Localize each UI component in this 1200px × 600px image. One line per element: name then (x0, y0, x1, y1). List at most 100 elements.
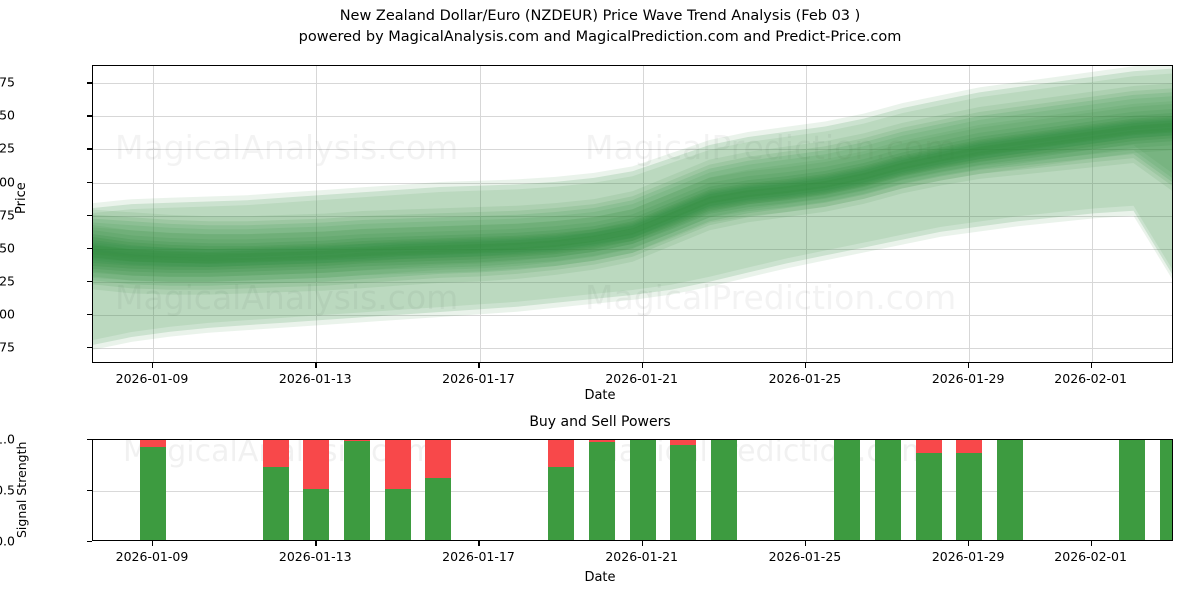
wave-band (93, 66, 1172, 340)
signal-tick-label: 0.0 (0, 533, 15, 549)
gridline-horizontal (93, 315, 1172, 316)
gridline-vertical (479, 66, 481, 362)
date-tick-label-sub: 2026-01-25 (768, 549, 842, 564)
date-tick-label-main: 2026-01-25 (768, 371, 842, 386)
buy-power-segment (956, 453, 983, 540)
sell-power-segment (303, 440, 330, 489)
signal-bar[interactable] (303, 440, 330, 540)
wave-band (93, 73, 1172, 350)
gridline-vertical (153, 66, 154, 362)
signal-bar[interactable] (629, 440, 656, 540)
date-tick-mark-main (151, 363, 154, 368)
price-tick-label: 0.4975 (0, 207, 15, 223)
signal-tick-label: 1.0 (0, 431, 15, 447)
gridline-horizontal (93, 149, 1172, 151)
median-ribbon (93, 120, 1172, 259)
wave-band (93, 92, 1172, 286)
signal-bar[interactable] (833, 440, 860, 540)
buy-sell-plot-area: MagicalAnalysis.comMagicalPrediction.com (92, 439, 1173, 541)
buy-power-segment (1119, 440, 1146, 540)
buy-power-segment (262, 466, 289, 540)
date-tick-mark-sub (1090, 541, 1092, 546)
price-tick-label: 0.5050 (0, 107, 15, 123)
signal-bar[interactable] (915, 440, 942, 540)
buy-power-segment (670, 445, 697, 540)
chart-title-line1: New Zealand Dollar/Euro (NZDEUR) Price W… (339, 8, 861, 24)
date-tick-label-main: 2026-01-13 (278, 371, 352, 386)
sell-power-segment (384, 440, 411, 489)
signal-bar[interactable] (1159, 440, 1172, 540)
chart-title-line2: powered by MagicalAnalysis.com and Magic… (298, 29, 902, 45)
date-tick-label-sub: 2026-01-21 (605, 549, 679, 564)
price-tick-mark (87, 148, 92, 150)
price-tick-label: 0.4925 (0, 273, 15, 289)
price-tick-label: 0.4875 (0, 339, 15, 355)
buy-power-segment (833, 440, 860, 540)
signal-tick-mark (87, 439, 92, 441)
signal-bar[interactable] (996, 440, 1023, 540)
date-tick-label-sub: 2026-01-09 (115, 549, 189, 564)
sell-power-segment (670, 440, 697, 446)
price-tick-mark (87, 247, 92, 250)
date-tick-label-sub: 2026-01-13 (278, 549, 352, 564)
signal-bar[interactable] (670, 440, 697, 540)
sell-power-segment (589, 440, 616, 443)
sell-power-segment (425, 440, 452, 478)
signal-bar[interactable] (711, 440, 738, 540)
wave-band (93, 112, 1172, 267)
signal-bar[interactable] (425, 440, 452, 540)
sell-power-segment (262, 440, 289, 467)
buy-sell-chart-title: Buy and Sell Powers (529, 414, 671, 430)
wave-band (93, 127, 1172, 282)
gridline-vertical (1091, 66, 1093, 362)
gridline-horizontal (93, 182, 1172, 184)
signal-bar[interactable] (262, 440, 289, 540)
signal-bar[interactable] (589, 440, 616, 540)
price-tick-mark (87, 280, 92, 283)
gridline-horizontal (93, 83, 1172, 85)
sell-power-segment (343, 440, 370, 442)
date-tick-label-sub: 2026-02-01 (1054, 549, 1127, 564)
date-axis-label-sub: Date (584, 570, 616, 585)
buy-power-segment (303, 489, 330, 540)
date-tick-mark-main (478, 363, 480, 368)
signal-tick-mark (87, 541, 92, 543)
signal-tick-label: 0.5 (0, 482, 15, 498)
buy-power-segment (589, 442, 616, 540)
wave-band (93, 109, 1172, 263)
gridline-horizontal (93, 116, 1172, 118)
signal-bar[interactable] (874, 440, 901, 540)
buy-power-segment (140, 447, 166, 540)
sell-power-segment (140, 440, 166, 448)
sell-power-segment (956, 440, 983, 454)
signal-bar[interactable] (384, 440, 411, 540)
date-tick-label-sub: 2026-01-29 (931, 549, 1005, 564)
signal-bar[interactable] (548, 440, 575, 540)
gridline-horizontal (93, 248, 1172, 250)
date-tick-mark-sub (478, 541, 480, 546)
sell-power-segment (915, 440, 942, 454)
signal-bar[interactable] (343, 440, 370, 540)
date-tick-label-main: 2026-01-29 (931, 371, 1005, 386)
price-tick-mark (87, 313, 92, 316)
date-tick-label-main: 2026-02-01 (1054, 371, 1127, 386)
date-tick-mark-sub (641, 541, 643, 546)
median-ribbon (93, 117, 1172, 256)
price-axis-label: Price (14, 182, 29, 214)
gridline-vertical (805, 66, 807, 362)
date-tick-mark-sub (968, 541, 970, 546)
gridline-vertical (969, 66, 971, 362)
signal-bar[interactable] (1119, 440, 1146, 540)
price-tick-label: 0.4950 (0, 240, 15, 256)
wave-band (93, 104, 1172, 259)
signal-bar[interactable] (956, 440, 983, 540)
date-tick-mark-main (1090, 363, 1092, 368)
date-tick-mark-sub (315, 541, 317, 546)
wave-band (93, 122, 1172, 277)
signal-bar[interactable] (140, 440, 166, 540)
date-tick-label-main: 2026-01-09 (115, 371, 189, 386)
buy-power-segment (874, 440, 901, 540)
median-ribbon (93, 126, 1172, 265)
